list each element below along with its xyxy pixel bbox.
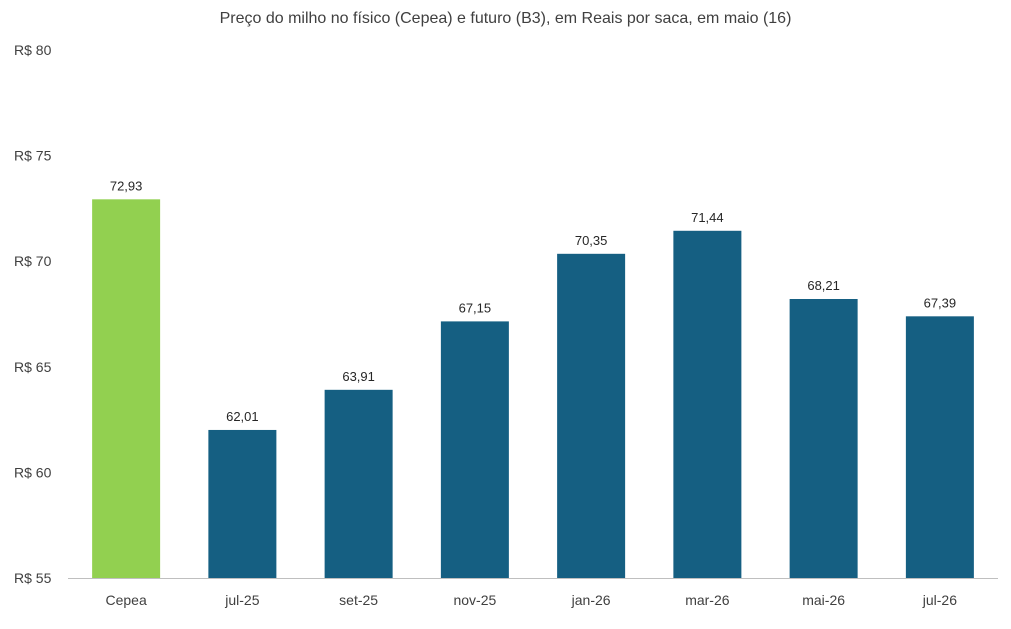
x-tick-label: jan-26 bbox=[571, 592, 611, 608]
data-label: 72,93 bbox=[110, 178, 143, 193]
y-axis: R$ 55 R$ 60 R$ 65 R$ 70 R$ 75 R$ 80 bbox=[14, 42, 52, 586]
data-label: 68,21 bbox=[807, 278, 840, 293]
y-tick-label: R$ 80 bbox=[14, 42, 52, 58]
x-tick-label: set-25 bbox=[339, 592, 378, 608]
x-tick-label: mai-26 bbox=[802, 592, 845, 608]
bars-group bbox=[92, 199, 974, 579]
data-label: 63,91 bbox=[342, 369, 375, 384]
x-tick-label: jul-26 bbox=[922, 592, 957, 608]
data-label: 62,01 bbox=[226, 409, 259, 424]
x-tick-label: jul-25 bbox=[224, 592, 259, 608]
x-tick-label: mar-26 bbox=[685, 592, 730, 608]
bar-mai-26 bbox=[789, 299, 858, 578]
bar-jul-26 bbox=[905, 316, 974, 578]
bar-mar-26 bbox=[673, 230, 742, 578]
bar-jul-25 bbox=[208, 429, 277, 578]
x-tick-label: Cepea bbox=[105, 592, 146, 608]
x-axis: Cepea jul-25 set-25 nov-25 jan-26 mar-26 mai-2… bbox=[105, 592, 957, 608]
data-label: 70,35 bbox=[575, 233, 608, 248]
bar-set-25 bbox=[324, 389, 393, 578]
data-label: 67,15 bbox=[459, 300, 492, 315]
y-tick-label: R$ 55 bbox=[14, 570, 52, 586]
chart-title: Preço do milho no físico (Cepea) e futur… bbox=[219, 10, 792, 27]
y-tick-label: R$ 75 bbox=[14, 148, 52, 164]
y-tick-label: R$ 70 bbox=[14, 253, 52, 269]
data-label: 71,44 bbox=[691, 210, 724, 225]
value-labels-group: 72,93 62,01 63,91 67,15 70,35 71,44 68,21 67,39 bbox=[110, 178, 956, 424]
bar-jan-26 bbox=[557, 253, 626, 579]
bar-nov-25 bbox=[440, 321, 509, 578]
y-tick-label: R$ 60 bbox=[14, 464, 52, 480]
x-tick-label: nov-25 bbox=[453, 592, 496, 608]
bar-Cepea bbox=[92, 199, 161, 578]
data-label: 67,39 bbox=[924, 295, 957, 310]
y-tick-label: R$ 65 bbox=[14, 359, 52, 375]
